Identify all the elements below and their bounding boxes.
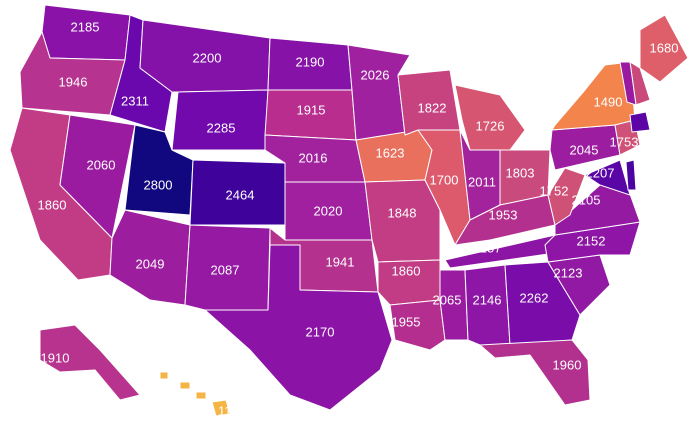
state-value-wi: 1822 <box>418 101 447 116</box>
state-value-ca: 1860 <box>38 198 67 213</box>
state-value-or: 1946 <box>59 75 88 90</box>
state-value-la: 1955 <box>392 315 421 330</box>
state-value-nd: 2190 <box>296 55 325 70</box>
state-value-ga: 2262 <box>520 291 549 306</box>
state-value-nc: 2152 <box>577 234 606 249</box>
state-value-il: 1700 <box>430 173 459 188</box>
state-value-mo: 1848 <box>388 206 417 221</box>
state-value-ky: 1953 <box>489 208 518 223</box>
state-md <box>584 159 631 196</box>
state-de <box>625 159 637 191</box>
state-value-ks: 2020 <box>314 204 343 219</box>
state-fl <box>479 339 591 406</box>
state-value-va: 2105 <box>572 193 601 208</box>
state-shapes <box>9 4 689 417</box>
state-la <box>389 299 446 351</box>
state-value-wv: 1752 <box>540 184 569 199</box>
state-ct <box>629 111 651 133</box>
state-hi <box>159 371 231 417</box>
state-value-co: 2464 <box>226 188 255 203</box>
state-value-ny: 1490 <box>594 95 623 110</box>
state-tx <box>204 244 393 411</box>
state-value-tn: 2157 <box>473 241 502 256</box>
state-value-tx: 2170 <box>306 325 335 340</box>
state-value-oh: 1803 <box>506 166 535 181</box>
state-value-in: 2011 <box>468 175 496 190</box>
state-value-ms: 2065 <box>433 293 462 308</box>
state-value-hi: 1164 <box>218 404 246 419</box>
state-wv <box>547 167 586 226</box>
state-ms <box>439 269 469 341</box>
state-value-wy: 2285 <box>207 121 236 136</box>
state-value-sc: 2123 <box>554 266 583 281</box>
state-value-ia: 1623 <box>376 146 405 161</box>
state-value-al: 2146 <box>473 293 502 308</box>
state-ak <box>39 324 141 401</box>
state-value-ne: 2016 <box>299 151 328 166</box>
state-value-pa: 2045 <box>570 143 599 158</box>
state-vt <box>619 61 637 106</box>
state-value-nh: 1800 <box>635 101 664 116</box>
state-value-ok: 1941 <box>326 255 355 270</box>
state-value-ak: 1910 <box>41 351 70 366</box>
state-value-md: 2207 <box>586 166 615 181</box>
state-value-sd: 1915 <box>297 103 326 118</box>
state-value-mi: 1726 <box>476 119 505 134</box>
state-mo <box>364 179 441 263</box>
state-value-ut: 2800 <box>144 178 173 193</box>
state-value-labels: 2185 1946 1860 2060 2311 2200 2285 2800 2464 2049… <box>38 20 679 419</box>
state-value-nj: 1753 <box>610 135 639 150</box>
state-value-ar: 1860 <box>392 264 421 279</box>
state-va <box>554 179 641 236</box>
state-value-mt: 2200 <box>193 51 222 66</box>
state-value-mn: 2026 <box>361 68 390 83</box>
state-me <box>639 14 689 83</box>
state-value-wa: 2185 <box>71 20 100 35</box>
state-value-az: 2049 <box>136 257 165 272</box>
state-value-id: 2311 <box>121 94 149 109</box>
state-value-me: 1680 <box>650 41 679 56</box>
state-value-nv: 2060 <box>87 158 116 173</box>
state-value-fl: 1960 <box>553 358 582 373</box>
state-value-nm: 2087 <box>211 263 240 278</box>
